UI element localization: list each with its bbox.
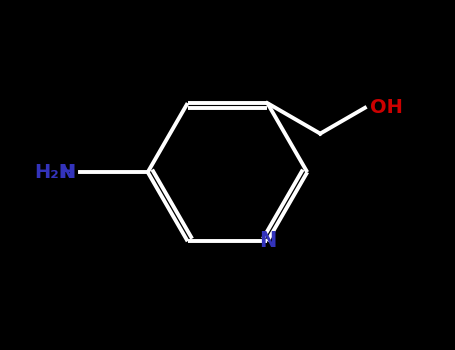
Text: OH: OH <box>369 98 403 117</box>
Text: N: N <box>259 231 276 251</box>
Text: H₂N: H₂N <box>35 163 76 182</box>
Text: H: H <box>59 163 76 182</box>
